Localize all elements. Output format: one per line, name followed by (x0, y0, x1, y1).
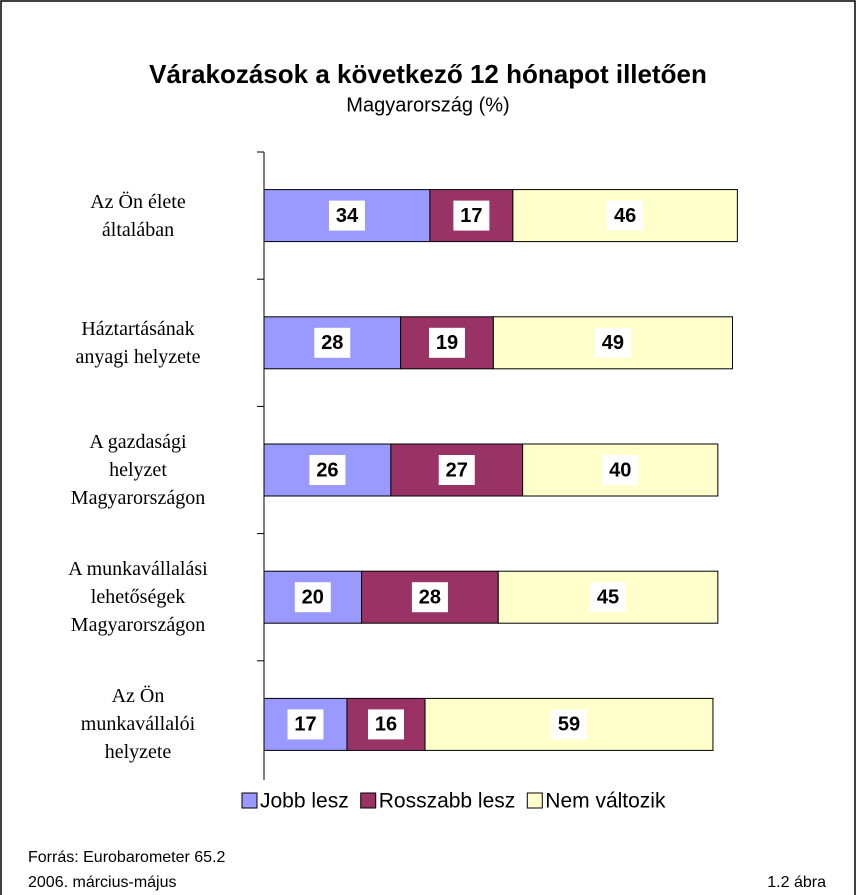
source: Forrás: Eurobarometer 65.2 (28, 849, 226, 866)
value-label: 49 (602, 332, 624, 354)
value-label-box (314, 327, 351, 358)
chart-title: Várakozások a következő 12 hónapot illet… (149, 59, 707, 89)
value-label-box (551, 709, 587, 740)
category-label: Az Ön élete általában (90, 190, 186, 241)
legend-swatch (241, 792, 258, 809)
value-label-box (411, 582, 448, 613)
value-label-box (438, 455, 475, 485)
value-label: 46 (614, 205, 636, 227)
value-label: 40 (609, 459, 631, 481)
value-label-box (429, 327, 465, 358)
value-label-box (368, 709, 404, 740)
legend-label: Nem változik (545, 790, 666, 813)
value-label: 26 (316, 459, 338, 481)
legend-label: Jobb lesz (260, 790, 349, 813)
legend-label: Rosszabb lesz (379, 790, 516, 813)
value-label: 20 (302, 586, 324, 608)
value-label: 17 (294, 714, 316, 736)
value-label-box (328, 200, 365, 231)
value-label: 34 (336, 205, 359, 227)
value-label: 59 (558, 714, 580, 736)
category-label: Háztartásának anyagi helyzete (75, 317, 201, 368)
legend-swatch (360, 792, 377, 809)
value-label-box (590, 582, 627, 613)
value-label: 16 (375, 714, 397, 736)
figure-number: 1.2 ábra (767, 874, 826, 891)
bar-segment (346, 697, 426, 751)
category-label: A gazdasági helyzet Magyarországon (70, 431, 206, 509)
category-label: A munkavállalási lehetőségek Magyarorszá… (68, 558, 208, 637)
date: 2006. március-május (28, 874, 177, 891)
value-label-box (602, 455, 639, 485)
value-label: 45 (597, 586, 619, 608)
value-label-box (309, 455, 346, 485)
value-label-box (453, 200, 490, 231)
value-label-box (287, 709, 324, 740)
value-label: 19 (436, 332, 458, 354)
value-label-box (594, 327, 631, 358)
value-label: 28 (321, 332, 343, 354)
value-label: 28 (419, 586, 441, 608)
value-label: 27 (446, 459, 468, 481)
value-label-box (294, 582, 331, 613)
value-label: 17 (460, 205, 482, 227)
legend-swatch (526, 792, 543, 809)
value-label-box (607, 200, 644, 231)
chart-subtitle: Magyarország (%) (346, 94, 509, 116)
category-label: Az Ön munkavállalói helyzete (80, 685, 196, 764)
